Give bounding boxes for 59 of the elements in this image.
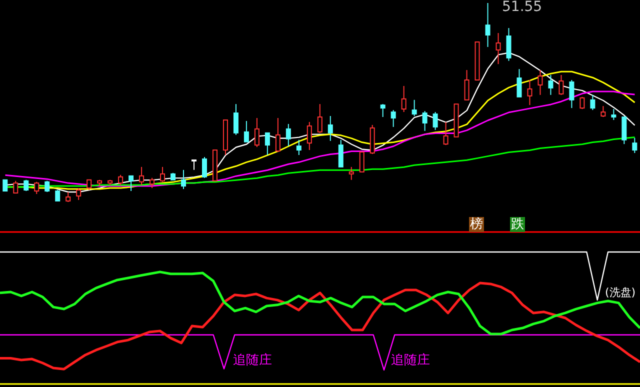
candlestick [380, 104, 386, 118]
candlestick [306, 121, 312, 151]
candlestick [181, 169, 186, 190]
candlestick [359, 152, 364, 172]
candlestick [139, 166, 144, 186]
annotation: (洗盘) [605, 285, 636, 300]
candlestick [254, 117, 260, 148]
annotation: 51.55 [502, 0, 542, 15]
candlestick [401, 85, 406, 113]
candlestick [275, 117, 280, 153]
text: 跌 [510, 217, 525, 232]
candlestick [160, 166, 166, 182]
candlestick [538, 70, 543, 96]
candlestick [412, 99, 417, 116]
candlestick [76, 188, 82, 200]
candlestick [464, 70, 470, 100]
annotation: 追随庄 [233, 353, 272, 368]
candlestick [328, 116, 333, 142]
candlestick [558, 74, 564, 96]
candlestick [128, 175, 134, 192]
candlestick [496, 32, 501, 65]
candlestick [485, 2, 490, 48]
candlestick [390, 110, 396, 128]
candlestick [516, 68, 522, 98]
candlestick [548, 74, 554, 96]
text: 榜 [469, 217, 484, 232]
candlestick [348, 166, 354, 180]
candlestick [118, 174, 124, 186]
candlestick [338, 139, 344, 168]
candlestick [600, 106, 606, 118]
candlestick [202, 156, 207, 178]
candlestick [527, 79, 532, 106]
candlestick [192, 159, 196, 170]
candlestick [233, 104, 238, 136]
candlestick [2, 179, 8, 192]
candlestick [244, 120, 249, 142]
candlestick [506, 28, 512, 62]
candlestick [422, 110, 428, 132]
candlestick [443, 121, 448, 146]
candlestick [264, 132, 270, 156]
candlestick [66, 192, 71, 202]
candlestick [622, 116, 627, 145]
candlestick [432, 112, 438, 130]
candlestick [632, 137, 638, 154]
candlestick [44, 180, 50, 193]
candlestick [86, 179, 92, 191]
candlestick [317, 104, 322, 134]
candlestick [286, 123, 291, 147]
candlestick [580, 96, 585, 110]
candlestick [569, 79, 574, 109]
candlestick [55, 190, 60, 202]
candlestick [590, 94, 596, 111]
candlestick [13, 180, 18, 194]
candlestick [611, 108, 616, 120]
candlestick [24, 179, 29, 192]
candlestick [150, 177, 155, 189]
annotation: 追随庄 [391, 353, 430, 368]
candlestick [296, 139, 302, 156]
candlestick [34, 181, 40, 194]
